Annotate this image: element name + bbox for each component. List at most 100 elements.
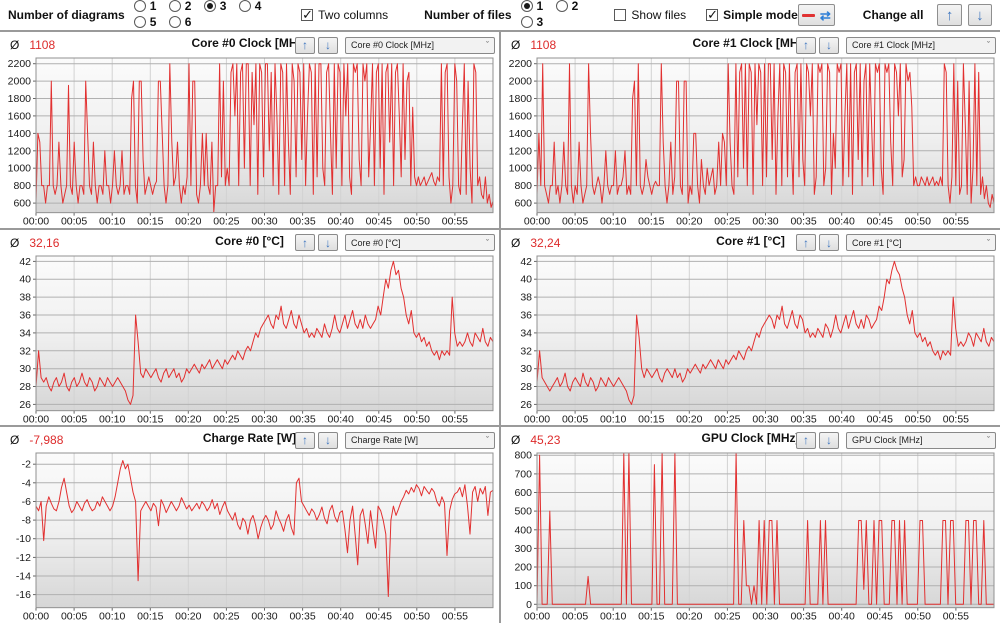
svg-text:00:05: 00:05 (562, 413, 588, 425)
metric-dropdown[interactable]: Core #0 [°C] ˇ (345, 234, 495, 252)
two-columns-checkbox[interactable]: Two columns (301, 7, 388, 23)
average-value: 32,16 (29, 235, 60, 250)
svg-text:-8: -8 (22, 515, 31, 527)
svg-text:00:30: 00:30 (752, 611, 778, 623)
svg-text:00:05: 00:05 (61, 413, 87, 425)
metric-up-button[interactable]: ↑ (295, 431, 315, 449)
simple-mode-label: Simple mode (723, 8, 798, 22)
svg-text:00:15: 00:15 (638, 611, 664, 623)
file-count-option-2[interactable]: 2 (555, 0, 578, 13)
diagram-count-option-5[interactable]: 5 (133, 15, 156, 29)
chevron-down-icon: ˇ (486, 237, 489, 248)
down-arrow-icon: ↓ (826, 433, 832, 448)
chart-title: Core #1 [°C] (716, 233, 785, 248)
svg-text:1000: 1000 (8, 163, 32, 175)
metric-up-button[interactable]: ↑ (796, 431, 816, 449)
line-color-sync-button[interactable]: ⇄ (797, 4, 835, 26)
svg-text:00:10: 00:10 (600, 216, 626, 228)
show-files-checkbox[interactable]: Show files (614, 8, 686, 22)
svg-text:00:10: 00:10 (600, 413, 626, 425)
metric-down-button[interactable]: ↓ (819, 234, 839, 252)
checkbox-icon (614, 9, 627, 21)
svg-text:00:40: 00:40 (328, 413, 354, 425)
metric-dropdown[interactable]: Core #1 [°C] ˇ (846, 234, 996, 252)
average-value: -7,988 (29, 433, 64, 448)
chart-panel-charge-rate: Ø -7,988 Charge Rate [W] ↑ ↓ Charge Rate… (0, 427, 499, 623)
svg-text:00:35: 00:35 (790, 413, 816, 425)
radio-icon (133, 16, 146, 28)
chart-title: GPU Clock [MHz] (701, 431, 800, 446)
average-symbol: Ø (511, 433, 521, 448)
svg-text:00:50: 00:50 (905, 611, 931, 623)
metric-down-button[interactable]: ↓ (318, 36, 338, 54)
metric-down-button[interactable]: ↓ (318, 431, 338, 449)
metric-up-button[interactable]: ↑ (796, 234, 816, 252)
change-all-label: Change all (862, 8, 924, 22)
metric-down-button[interactable]: ↓ (819, 431, 839, 449)
svg-text:00:20: 00:20 (175, 216, 201, 228)
radio-icon (520, 0, 533, 12)
diagram-count-option-3[interactable]: 3 (203, 0, 227, 13)
svg-text:00:35: 00:35 (289, 216, 315, 228)
svg-text:26: 26 (19, 399, 31, 411)
average-value: 1108 (29, 38, 56, 52)
chart-panel-core0-temp: Ø 32,16 Core #0 [°C] ↑ ↓ Core #0 [°C] ˇ 2… (0, 229, 499, 426)
metric-down-button[interactable]: ↓ (819, 36, 839, 54)
svg-text:0: 0 (526, 599, 532, 611)
metric-up-button[interactable]: ↑ (295, 36, 315, 54)
metric-dropdown[interactable]: Charge Rate [W] ˇ (345, 431, 495, 449)
chart-title: Core #0 [°C] (215, 233, 284, 248)
metric-dropdown[interactable]: GPU Clock [MHz] ˇ (846, 431, 996, 449)
chevron-down-icon: ˇ (987, 40, 990, 50)
svg-text:00:00: 00:00 (524, 413, 550, 425)
change-all-down-button[interactable]: ↓ (967, 4, 993, 26)
dropdown-value: GPU Clock [MHz] (852, 435, 923, 446)
svg-text:00:45: 00:45 (366, 611, 392, 623)
svg-text:00:00: 00:00 (524, 611, 550, 623)
diagram-count-option-4[interactable]: 4 (238, 0, 261, 13)
svg-text:00:40: 00:40 (328, 611, 354, 623)
svg-text:00:10: 00:10 (99, 216, 125, 228)
svg-text:600: 600 (514, 487, 532, 499)
chevron-down-icon: ˇ (486, 40, 489, 50)
svg-text:00:55: 00:55 (442, 413, 468, 425)
file-count-option-1[interactable]: 1 (520, 0, 543, 13)
metric-dropdown[interactable]: Core #0 Clock [MHz] ˇ (345, 36, 495, 54)
down-arrow-icon: ↓ (826, 235, 832, 250)
metric-up-button[interactable]: ↑ (295, 234, 315, 252)
chart-core1-temp: 26 28 30 32 34 36 38 40 42 00:00 00:05 00:10 00:15 00… (520, 255, 995, 425)
svg-text:00:50: 00:50 (905, 216, 931, 228)
diagram-count-option-6[interactable]: 6 (168, 15, 191, 29)
file-count-option-3[interactable]: 3 (520, 15, 543, 29)
change-all-up-button[interactable]: ↑ (937, 4, 962, 26)
svg-text:800: 800 (13, 180, 31, 192)
chart-grid: Ø 1108 Core #0 Clock [MHz] ↑ ↓ Core #0 C… (0, 30, 1000, 623)
svg-text:-16: -16 (16, 589, 31, 601)
dropdown-value: Charge Rate [W] (351, 435, 419, 446)
average-value: 32,24 (530, 235, 561, 250)
down-arrow-icon: ↓ (325, 433, 331, 448)
svg-text:00:45: 00:45 (867, 413, 893, 425)
diagram-count-option-2[interactable]: 2 (168, 0, 191, 13)
svg-text:1400: 1400 (8, 128, 32, 140)
radio-label: 3 (219, 0, 227, 13)
diagram-count-option-1[interactable]: 1 (133, 0, 156, 13)
up-arrow-icon: ↑ (803, 38, 809, 52)
chart-core1-clock: 600 800 1000 1200 1400 1600 1800 2000 2200 00:00 0… (509, 57, 995, 228)
show-files-label: Show files (631, 8, 687, 22)
svg-text:00:20: 00:20 (175, 413, 201, 425)
svg-text:00:40: 00:40 (829, 611, 855, 623)
metric-up-button[interactable]: ↑ (796, 36, 816, 54)
svg-text:-4: -4 (22, 478, 31, 490)
dropdown-value: Core #1 Clock [MHz] (852, 40, 936, 50)
svg-text:-6: -6 (22, 496, 31, 508)
svg-text:36: 36 (520, 309, 532, 321)
metric-down-button[interactable]: ↓ (318, 234, 338, 252)
svg-text:00:45: 00:45 (366, 413, 392, 425)
svg-text:32: 32 (520, 345, 532, 357)
average-symbol: Ø (511, 38, 521, 52)
simple-mode-checkbox[interactable]: Simple mode (706, 7, 798, 23)
metric-dropdown[interactable]: Core #1 Clock [MHz] ˇ (846, 36, 996, 54)
diagrams-radio-group: 1 2 3 4 5 6 (125, 0, 289, 31)
red-dash-icon (801, 13, 815, 17)
